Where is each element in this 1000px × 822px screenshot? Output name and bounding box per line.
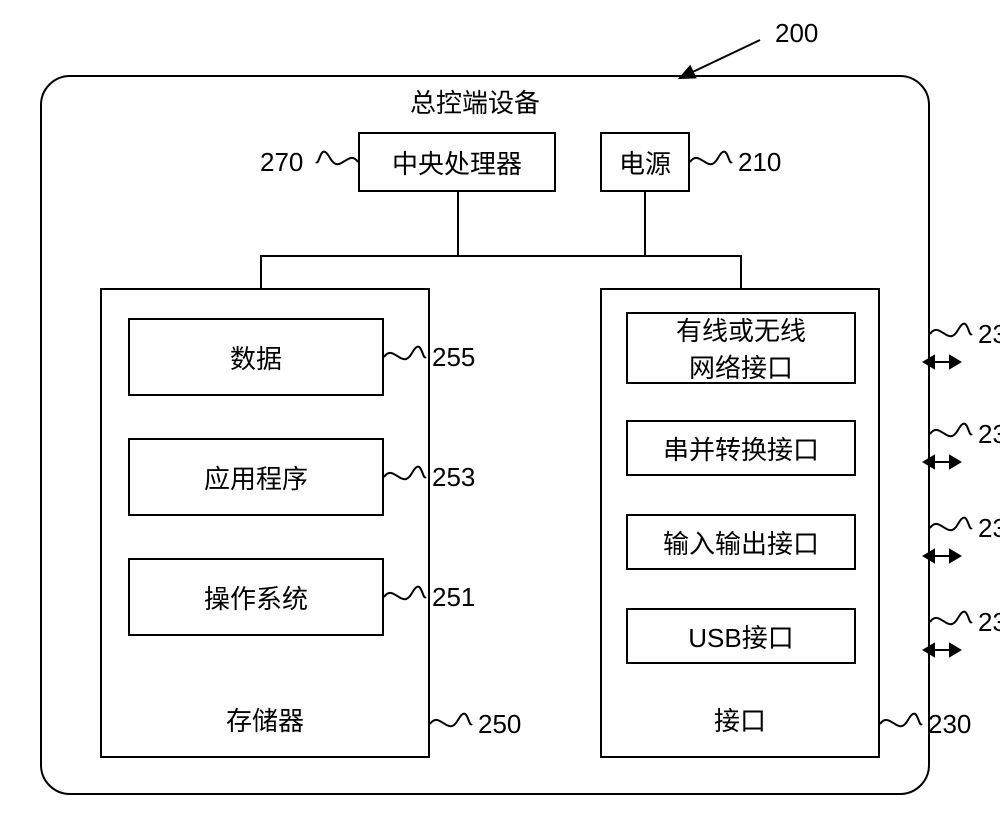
node-if_sp: 串并转换接口 (626, 420, 856, 476)
ref-231: 231 (978, 319, 1000, 350)
ref-251: 251 (432, 582, 475, 613)
node-if_usb-label: USB接口 (688, 618, 793, 655)
node-cpu: 中央处理器 (358, 132, 556, 192)
node-power: 电源 (600, 132, 690, 192)
ref-200: 200 (775, 18, 818, 49)
node-mem_app-label: 应用程序 (204, 459, 308, 496)
node-memory-label: 存储器 (226, 701, 304, 738)
ref-210: 210 (738, 147, 781, 178)
node-mem_os: 操作系统 (128, 558, 384, 636)
ref-233: 233 (978, 419, 1000, 450)
ref-270: 270 (260, 147, 303, 178)
node-cpu-label: 中央处理器 (392, 144, 522, 181)
node-mem_data: 数据 (128, 318, 384, 396)
node-if_io-label: 输入输出接口 (663, 524, 819, 561)
node-power-label: 电源 (619, 144, 671, 181)
ref-253: 253 (432, 462, 475, 493)
node-if_sp-label: 串并转换接口 (663, 430, 819, 467)
node-if_usb: USB接口 (626, 608, 856, 664)
ref-255: 255 (432, 342, 475, 373)
node-mem_app: 应用程序 (128, 438, 384, 516)
ref-235: 235 (978, 513, 1000, 544)
node-mem_os-label: 操作系统 (204, 579, 308, 616)
ref-230: 230 (928, 709, 971, 740)
node-if_net-label: 有线或无线 网络接口 (676, 311, 806, 385)
diagram-title: 总控端设备 (350, 83, 600, 120)
node-iface-label: 接口 (714, 701, 766, 738)
node-if_io: 输入输出接口 (626, 514, 856, 570)
ref-250: 250 (478, 709, 521, 740)
node-if_net: 有线或无线 网络接口 (626, 312, 856, 384)
node-mem_data-label: 数据 (230, 339, 282, 376)
ref-237: 237 (978, 607, 1000, 638)
